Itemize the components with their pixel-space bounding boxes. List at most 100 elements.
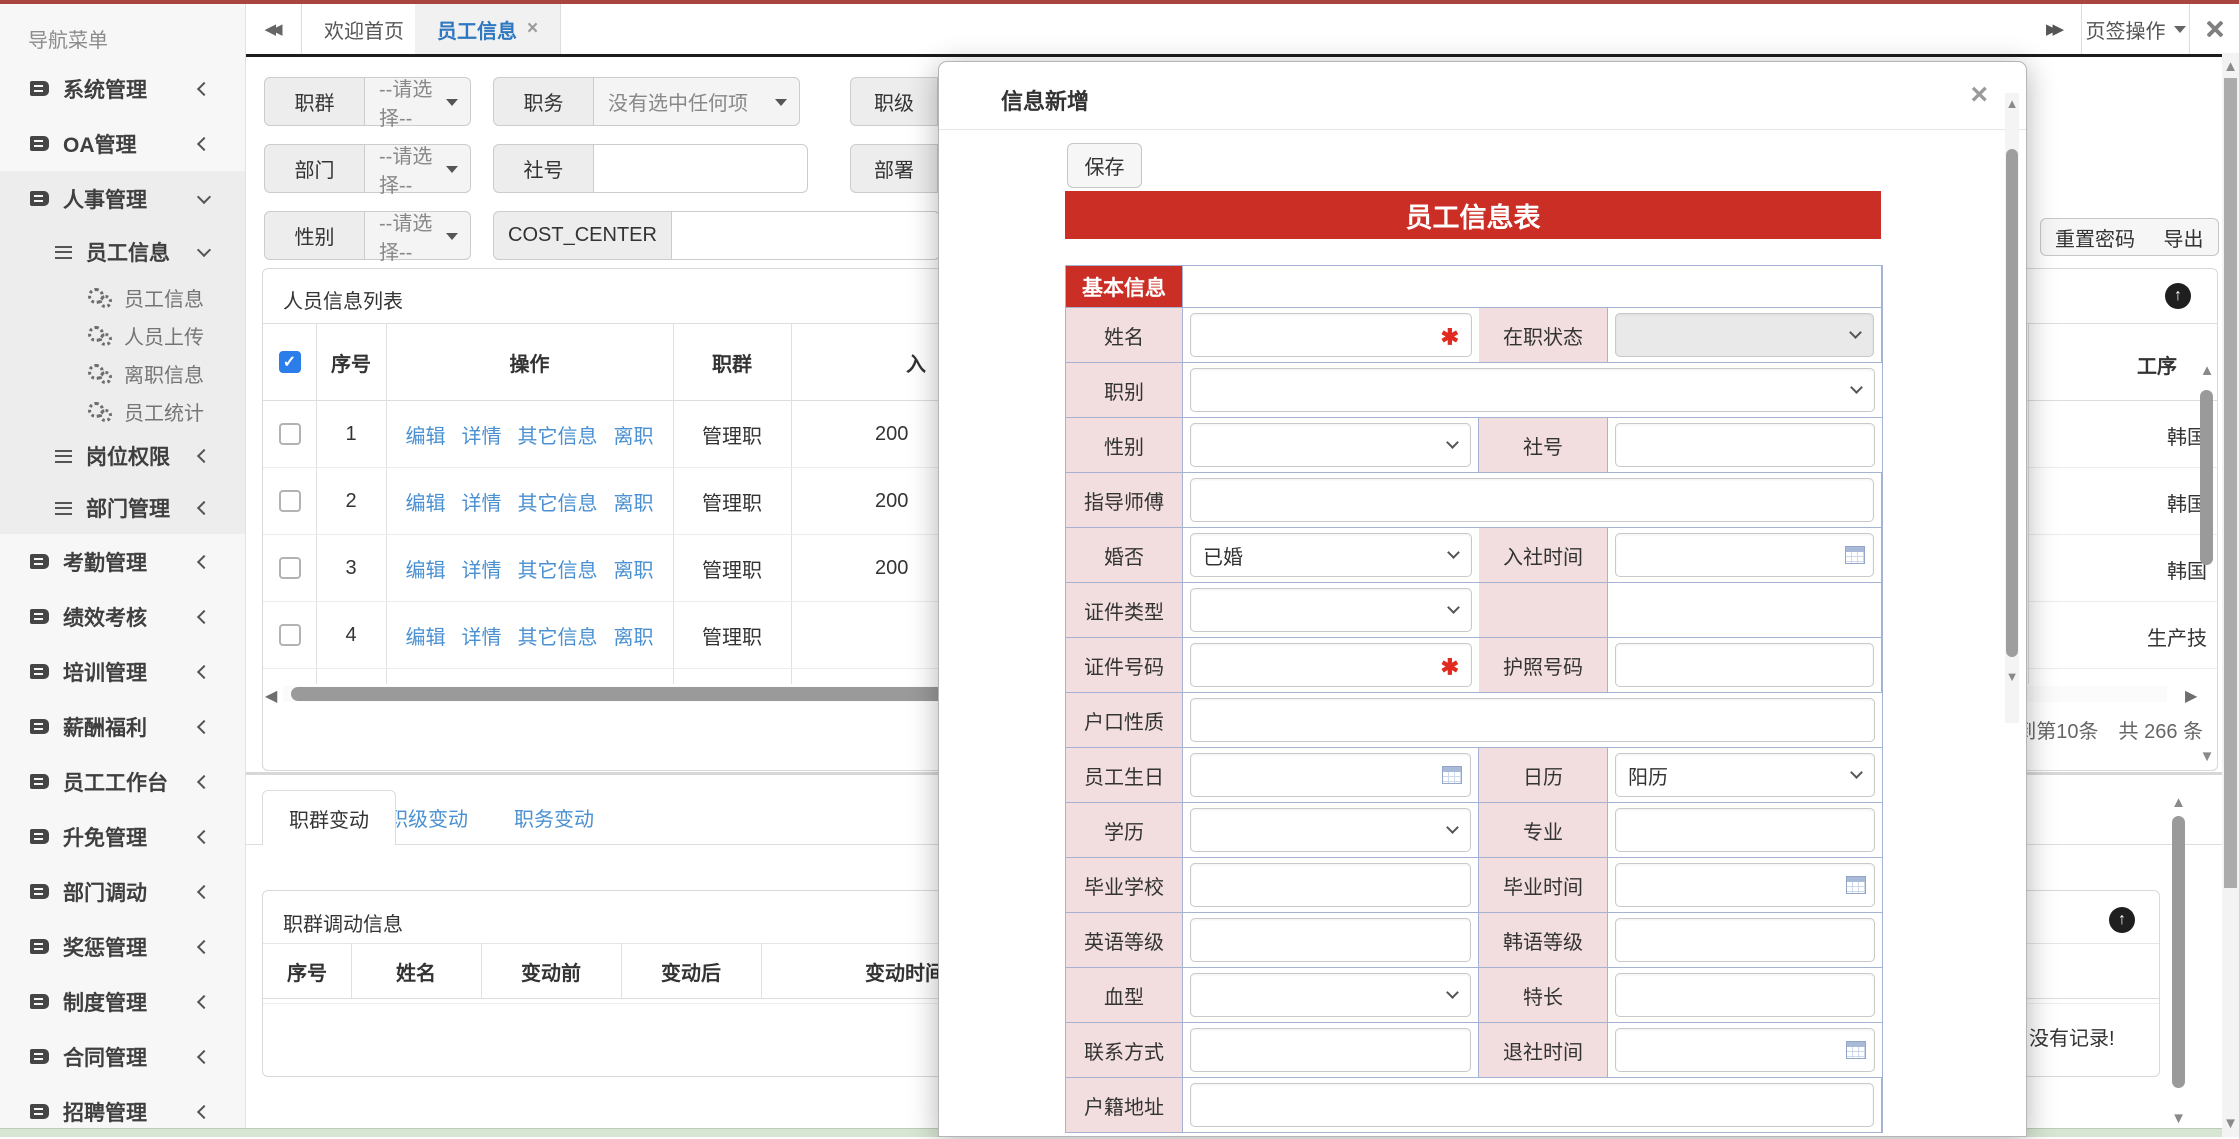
sidebar-item-系统管理[interactable]: 系统管理 — [0, 61, 245, 116]
scroll-up-icon[interactable]: ▲ — [2171, 794, 2186, 811]
field-退社时间[interactable] — [1615, 1028, 1875, 1072]
sidebar-item-员工工作台[interactable]: 员工工作台 — [0, 754, 245, 809]
sidebar-item-离职信息[interactable]: 离职信息 — [0, 354, 245, 392]
field-毕业学校[interactable] — [1190, 863, 1471, 907]
link-其它信息[interactable]: 其它信息 — [517, 492, 598, 515]
link-离职[interactable]: 离职 — [613, 492, 654, 515]
sidebar-item-招聘管理[interactable]: 招聘管理 — [0, 1084, 245, 1139]
tab-close-icon[interactable]: × — [527, 18, 539, 39]
field-社号[interactable] — [1615, 423, 1875, 467]
link-离职[interactable]: 离职 — [613, 626, 654, 649]
fullscreen-icon[interactable] — [2189, 4, 2239, 54]
field-韩语等级[interactable] — [1615, 918, 1875, 962]
link-离职[interactable]: 离职 — [613, 425, 654, 448]
sidebar-item-合同管理[interactable]: 合同管理 — [0, 1029, 245, 1084]
tab-zhiji-change[interactable]: 职级变动 — [388, 809, 468, 831]
sidebar-item-部门调动[interactable]: 部门调动 — [0, 864, 245, 919]
tab-zhiqun-change[interactable]: 职群变动 — [262, 790, 396, 845]
close-icon[interactable]: × — [1970, 78, 1988, 111]
row-checkbox[interactable] — [278, 423, 301, 445]
filter-select-xingbie[interactable]: --请选择-- — [364, 211, 471, 264]
field-入社时间[interactable] — [1615, 533, 1874, 577]
field-护照号码[interactable] — [1615, 643, 1874, 687]
calendar-icon[interactable] — [1442, 766, 1462, 784]
select-all-checkbox[interactable]: ✓ — [278, 351, 301, 373]
filter-input-shehao[interactable] — [593, 144, 808, 193]
scroll-up-icon[interactable]: ▲ — [2005, 96, 2019, 111]
field-学历[interactable] — [1190, 808, 1471, 852]
link-其它信息[interactable]: 其它信息 — [517, 425, 598, 448]
tab-employee-info[interactable]: 员工信息 × — [415, 4, 562, 54]
calendar-icon[interactable] — [1845, 546, 1865, 564]
sidebar-item-考勤管理[interactable]: 考勤管理 — [0, 534, 245, 589]
field-在职状态[interactable] — [1615, 313, 1874, 357]
filter-input-costcenter[interactable] — [671, 211, 940, 260]
scroll-down-icon[interactable]: ▼ — [2199, 748, 2215, 765]
scroll-up-icon[interactable]: ▲ — [2199, 362, 2215, 379]
scroll-down-icon[interactable]: ▼ — [2171, 1110, 2186, 1127]
scroll-down-icon[interactable]: ▼ — [2005, 669, 2019, 684]
filter-select-bumen[interactable]: --请选择-- — [364, 144, 471, 197]
collapse-up-icon[interactable]: ↑ — [2165, 283, 2191, 309]
scroll-down-icon[interactable]: ▼ — [2223, 1115, 2238, 1132]
link-离职[interactable]: 离职 — [613, 559, 654, 582]
sidebar-item-员工统计[interactable]: 员工统计 — [0, 392, 245, 430]
field-姓名[interactable]: ✱ — [1190, 313, 1472, 357]
sidebar-item-培训管理[interactable]: 培训管理 — [0, 644, 245, 699]
field-专业[interactable] — [1615, 808, 1875, 852]
field-证件类型[interactable] — [1190, 588, 1472, 632]
sidebar-item-部门管理[interactable]: 部门管理 — [0, 482, 245, 534]
scroll-up-icon[interactable]: ▲ — [2223, 58, 2238, 75]
sidebar-item-人事管理[interactable]: 人事管理 — [0, 171, 245, 226]
row-checkbox[interactable] — [278, 490, 301, 512]
field-指导师傅[interactable] — [1190, 478, 1874, 522]
link-编辑[interactable]: 编辑 — [405, 425, 446, 448]
tabs-scroll-right-icon[interactable]: ▶▶ — [2045, 21, 2064, 38]
export-button[interactable]: 导出 — [2149, 218, 2219, 256]
sidebar-item-OA管理[interactable]: OA管理 — [0, 116, 245, 171]
field-职别[interactable] — [1190, 368, 1875, 412]
link-其它信息[interactable]: 其它信息 — [517, 626, 598, 649]
collapse-up-icon[interactable]: ↑ — [2109, 907, 2135, 933]
link-详情[interactable]: 详情 — [461, 559, 502, 582]
scrollbar-thumb[interactable] — [2200, 390, 2213, 565]
sidebar-item-薪酬福利[interactable]: 薪酬福利 — [0, 699, 245, 754]
save-button[interactable]: 保存 — [1067, 143, 1142, 188]
link-详情[interactable]: 详情 — [461, 626, 502, 649]
filter-select-zhiwu[interactable]: 没有选中任何项 — [593, 77, 800, 126]
sidebar-item-人员上传[interactable]: 人员上传 — [0, 316, 245, 354]
scrollbar-thumb[interactable] — [2224, 78, 2237, 888]
sidebar-item-岗位权限[interactable]: 岗位权限 — [0, 430, 245, 482]
field-婚否[interactable]: 已婚 — [1190, 533, 1472, 577]
scrollbar-thumb[interactable] — [2006, 149, 2018, 657]
link-编辑[interactable]: 编辑 — [405, 626, 446, 649]
field-户籍地址[interactable] — [1190, 1083, 1874, 1127]
field-毕业时间[interactable] — [1615, 863, 1875, 907]
field-性别[interactable] — [1190, 423, 1471, 467]
page-ops-dropdown[interactable]: 页签操作 — [2081, 4, 2189, 54]
filter-select-zhiqun[interactable]: --请选择-- — [364, 77, 471, 130]
field-血型[interactable] — [1190, 973, 1471, 1017]
row-checkbox[interactable] — [278, 557, 301, 579]
tab-welcome[interactable]: 欢迎首页 — [302, 4, 427, 54]
field-日历[interactable]: 阳历 — [1615, 753, 1875, 797]
link-其它信息[interactable]: 其它信息 — [517, 559, 598, 582]
link-详情[interactable]: 详情 — [461, 425, 502, 448]
tabs-scroll-left-icon[interactable]: ◀◀ — [246, 4, 302, 54]
field-英语等级[interactable] — [1190, 918, 1471, 962]
reset-password-button[interactable]: 重置密码 — [2040, 218, 2150, 256]
tab-zhiwu-change[interactable]: 职务变动 — [514, 809, 594, 831]
row-checkbox[interactable] — [278, 624, 301, 646]
sidebar-item-奖惩管理[interactable]: 奖惩管理 — [0, 919, 245, 974]
field-员工生日[interactable] — [1190, 753, 1471, 797]
sidebar-item-制度管理[interactable]: 制度管理 — [0, 974, 245, 1029]
sidebar-item-员工信息[interactable]: 员工信息 — [0, 226, 245, 278]
link-详情[interactable]: 详情 — [461, 492, 502, 515]
sidebar-item-员工信息[interactable]: 员工信息 — [0, 278, 245, 316]
sidebar-item-升免管理[interactable]: 升免管理 — [0, 809, 245, 864]
field-证件号码[interactable]: ✱ — [1190, 643, 1472, 687]
scrollbar-thumb[interactable] — [2172, 816, 2185, 1088]
sidebar-item-绩效考核[interactable]: 绩效考核 — [0, 589, 245, 644]
link-编辑[interactable]: 编辑 — [405, 492, 446, 515]
field-特长[interactable] — [1615, 973, 1875, 1017]
